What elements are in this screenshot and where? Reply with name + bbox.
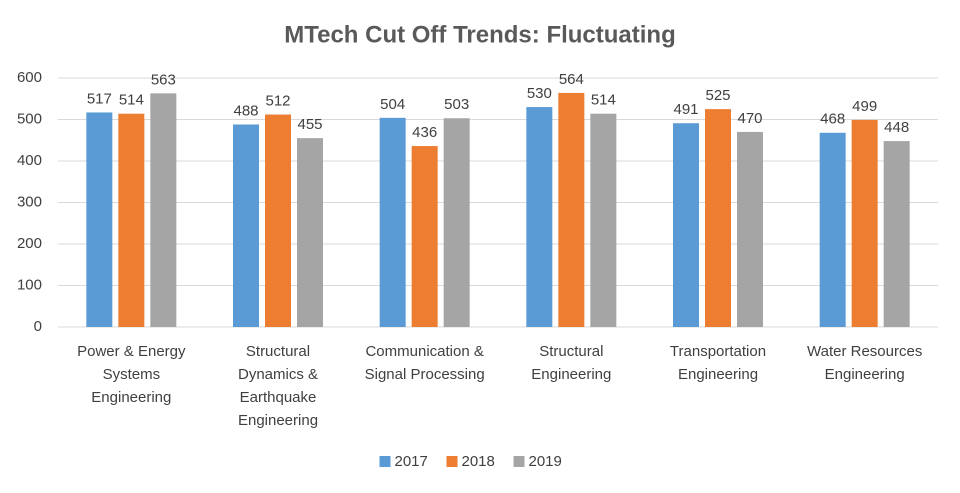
x-tick-label: Earthquake: [240, 389, 317, 406]
data-label: 491: [673, 101, 698, 118]
data-label: 503: [444, 96, 469, 113]
bar: [443, 118, 470, 327]
y-tick-label: 0: [34, 318, 42, 335]
x-tick-label: Signal Processing: [365, 366, 485, 383]
y-tick-label: 100: [17, 276, 42, 293]
x-tick-label: Engineering: [678, 366, 758, 383]
data-label: 525: [705, 87, 730, 104]
data-label: 488: [233, 102, 258, 119]
bar: [297, 138, 323, 327]
bar: [883, 141, 910, 327]
data-label: 436: [412, 124, 437, 141]
data-label: 517: [87, 90, 112, 107]
legend-swatch: [379, 456, 391, 467]
data-label: 514: [591, 92, 616, 109]
bar: [526, 107, 553, 327]
x-tick-label: Engineering: [91, 389, 171, 406]
data-label: 563: [151, 71, 176, 88]
data-label: 530: [527, 85, 552, 102]
legend-swatch: [513, 456, 525, 467]
bar: [379, 117, 406, 327]
legend-swatch: [446, 456, 458, 467]
bar: [233, 124, 259, 327]
x-tick-label: Power & Energy: [77, 343, 186, 360]
bar: [411, 146, 438, 327]
data-label: 512: [265, 92, 290, 109]
bar: [590, 113, 617, 327]
bar: [819, 132, 846, 327]
x-tick-label: Structural: [539, 343, 603, 360]
y-tick-label: 600: [17, 69, 42, 86]
x-tick-label: Dynamics &: [238, 366, 318, 383]
x-tick-label: Water Resources: [807, 343, 922, 360]
x-tick-label: Engineering: [531, 366, 611, 383]
x-tick-label: Engineering: [825, 366, 905, 383]
legend-label: 2017: [395, 453, 428, 470]
x-tick-label: Communication &: [365, 343, 483, 360]
data-label: 468: [820, 111, 845, 128]
bar: [150, 93, 177, 327]
data-label: 499: [852, 98, 877, 115]
x-tick-label: Systems: [103, 366, 161, 383]
bar: [265, 114, 291, 328]
data-label: 564: [559, 71, 584, 88]
y-tick-label: 200: [17, 235, 42, 252]
bar: [86, 112, 113, 327]
legend-label: 2019: [529, 453, 562, 470]
data-label: 448: [884, 119, 909, 136]
legend-label: 2018: [462, 453, 495, 470]
chart-title: MTech Cut Off Trends: Fluctuating: [284, 21, 676, 48]
data-label: 455: [297, 116, 322, 133]
data-label: 504: [380, 96, 405, 113]
bar: [705, 109, 731, 327]
bar: [851, 119, 878, 327]
data-label: 514: [119, 92, 144, 109]
data-label: 470: [737, 110, 762, 127]
y-tick-label: 500: [17, 110, 42, 127]
y-tick-label: 400: [17, 152, 42, 169]
bar: [737, 131, 763, 327]
bar: [673, 123, 699, 327]
bar: [558, 92, 585, 327]
y-tick-label: 300: [17, 193, 42, 210]
bar: [118, 113, 145, 327]
x-tick-label: Structural: [246, 343, 310, 360]
x-tick-label: Engineering: [238, 412, 318, 429]
x-tick-label: Transportation: [670, 343, 766, 360]
